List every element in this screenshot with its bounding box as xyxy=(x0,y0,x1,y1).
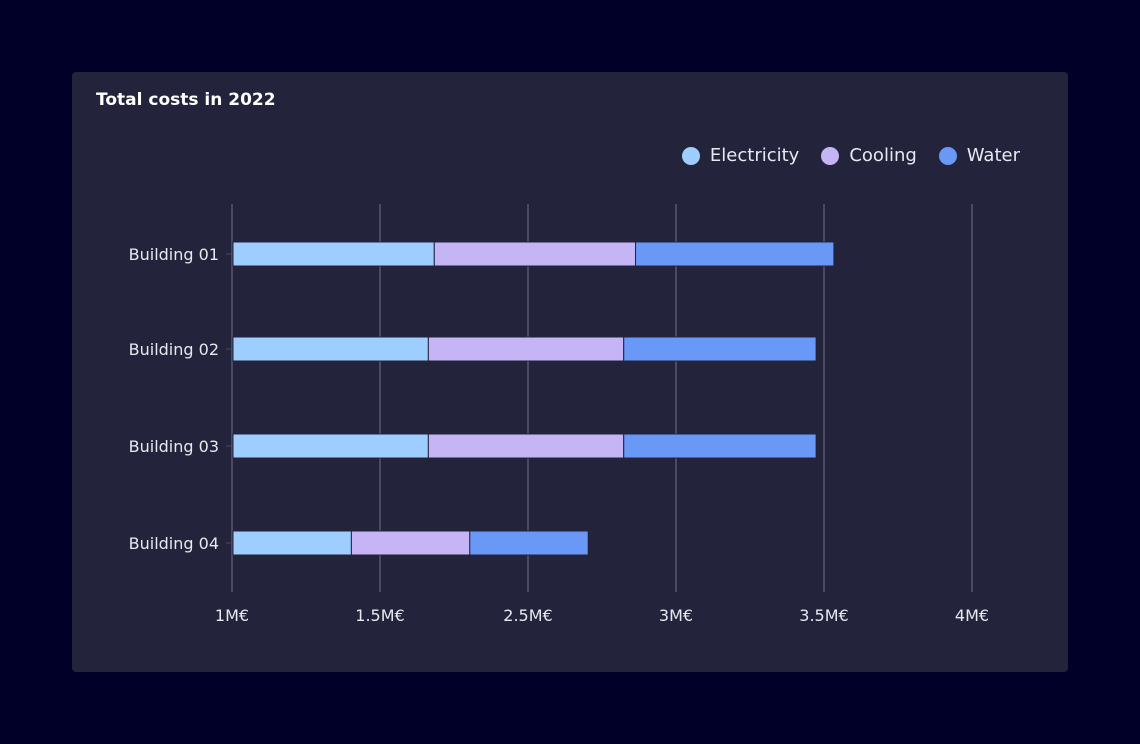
bar-water xyxy=(623,336,817,362)
x-tick-label: 4M€ xyxy=(955,606,989,625)
x-tick-label: 3.5M€ xyxy=(799,606,848,625)
bar-electricity xyxy=(232,336,429,362)
legend: Electricity Cooling Water xyxy=(681,145,1020,166)
legend-label: Water xyxy=(966,145,1020,166)
x-tick-label: 2.5M€ xyxy=(503,606,552,625)
bar-cooling xyxy=(433,241,637,267)
bar-electricity xyxy=(232,433,429,459)
x-tick-label: 1.5M€ xyxy=(355,606,404,625)
bar-cooling xyxy=(427,433,625,459)
bar-electricity xyxy=(232,530,352,556)
y-tick-label: Building 04 xyxy=(129,534,219,553)
bar-water xyxy=(635,241,835,267)
chart-title: Total costs in 2022 xyxy=(96,90,276,110)
chart-card: Total costs in 2022 Electricity Cooling … xyxy=(72,72,1068,672)
legend-swatch xyxy=(938,146,957,165)
bar-electricity xyxy=(232,241,435,267)
y-tick-label: Building 01 xyxy=(129,245,219,264)
y-tick-label: Building 02 xyxy=(129,340,219,359)
bar-water xyxy=(623,433,817,459)
y-tick-label: Building 03 xyxy=(129,437,219,456)
legend-swatch xyxy=(681,146,700,165)
bar-cooling xyxy=(427,336,625,362)
x-tick-label: 3M€ xyxy=(659,606,693,625)
legend-item-cooling[interactable]: Cooling xyxy=(821,145,917,166)
legend-item-electricity[interactable]: Electricity xyxy=(681,145,800,166)
bar-cooling xyxy=(350,530,471,556)
legend-item-water[interactable]: Water xyxy=(938,145,1020,166)
legend-label: Electricity xyxy=(709,145,800,166)
legend-swatch xyxy=(821,146,840,165)
bar-water xyxy=(469,530,589,556)
x-tick-label: 1M€ xyxy=(215,606,249,625)
legend-label: Cooling xyxy=(849,145,917,166)
